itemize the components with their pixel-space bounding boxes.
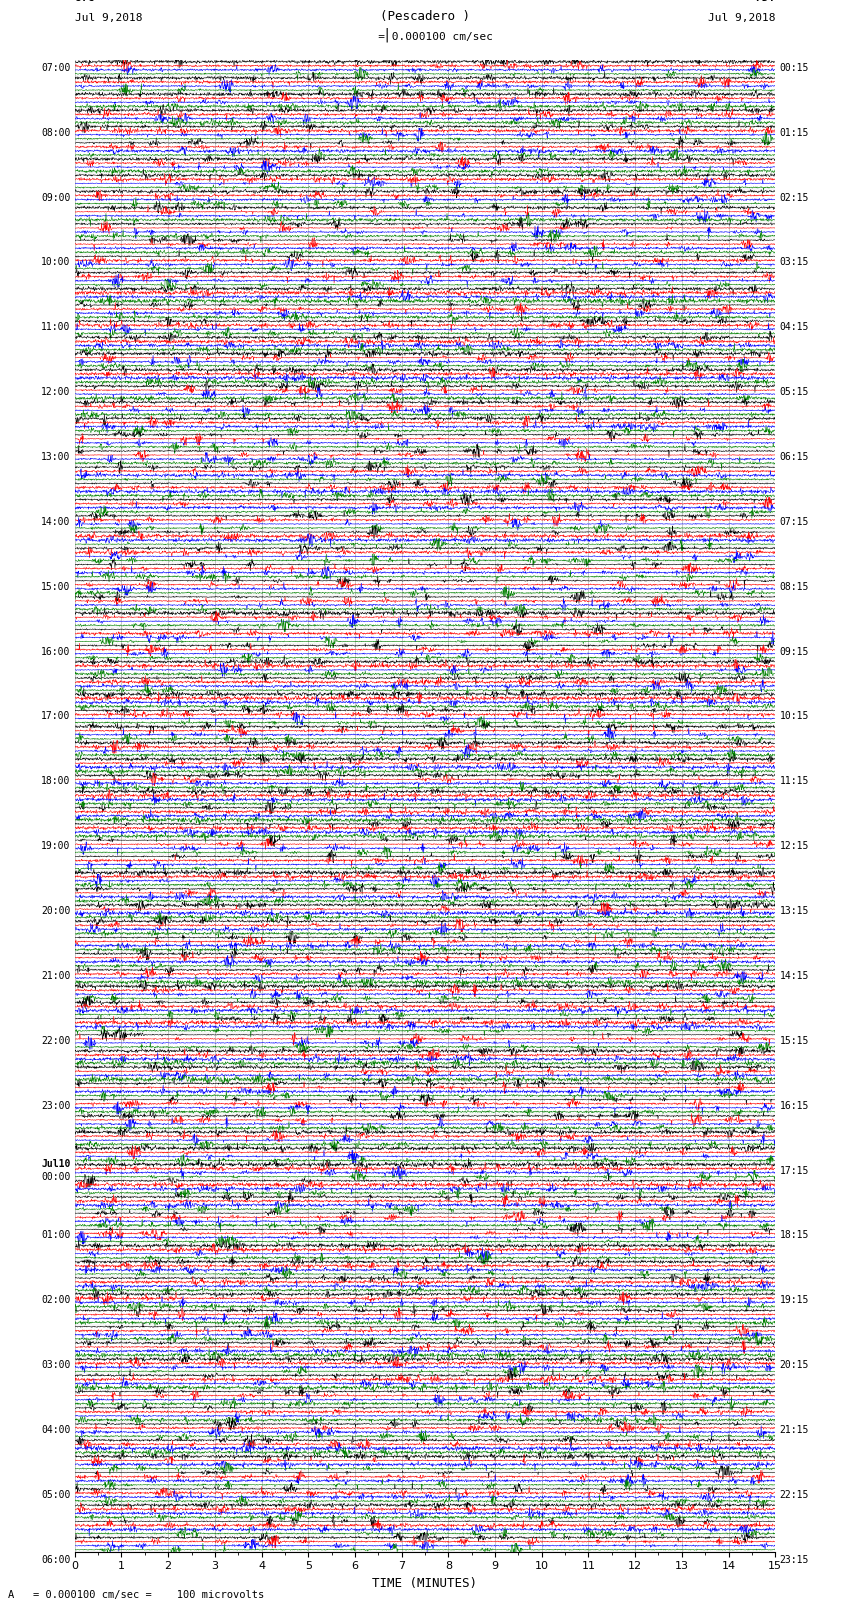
Text: 20:00: 20:00: [41, 907, 71, 916]
Text: 11:00: 11:00: [41, 323, 71, 332]
Text: 17:00: 17:00: [41, 711, 71, 721]
Text: 07:15: 07:15: [779, 516, 809, 527]
Text: 03:15: 03:15: [779, 258, 809, 268]
Text: 09:00: 09:00: [41, 192, 71, 203]
Text: Jul 9,2018: Jul 9,2018: [75, 13, 142, 23]
Text: 10:00: 10:00: [41, 258, 71, 268]
X-axis label: TIME (MINUTES): TIME (MINUTES): [372, 1578, 478, 1590]
Text: 05:00: 05:00: [41, 1490, 71, 1500]
Text: 17:15: 17:15: [779, 1166, 809, 1176]
Text: 14:15: 14:15: [779, 971, 809, 981]
Text: 23:15: 23:15: [779, 1555, 809, 1565]
Text: UTC: UTC: [75, 0, 95, 3]
Text: 16:15: 16:15: [779, 1100, 809, 1111]
Text: 13:00: 13:00: [41, 452, 71, 461]
Text: 12:15: 12:15: [779, 842, 809, 852]
Text: 06:00: 06:00: [41, 1555, 71, 1565]
Text: 01:00: 01:00: [41, 1231, 71, 1240]
Text: 10:15: 10:15: [779, 711, 809, 721]
Text: 18:00: 18:00: [41, 776, 71, 787]
Text: 22:15: 22:15: [779, 1490, 809, 1500]
Text: 03:00: 03:00: [41, 1360, 71, 1369]
Text: 00:00: 00:00: [41, 1173, 71, 1182]
Text: 09:15: 09:15: [779, 647, 809, 656]
Text: 06:15: 06:15: [779, 452, 809, 461]
Text: 19:15: 19:15: [779, 1295, 809, 1305]
Text: 07:00: 07:00: [41, 63, 71, 73]
Text: 19:00: 19:00: [41, 842, 71, 852]
Text: PDT: PDT: [755, 0, 775, 3]
Text: 15:00: 15:00: [41, 582, 71, 592]
Text: Jul 9,2018: Jul 9,2018: [708, 13, 775, 23]
Text: 23:00: 23:00: [41, 1100, 71, 1111]
Text: 08:15: 08:15: [779, 582, 809, 592]
Text: |: |: [382, 27, 391, 42]
Text: 12:00: 12:00: [41, 387, 71, 397]
Text: = 0.000100 cm/sec: = 0.000100 cm/sec: [358, 32, 492, 42]
Text: 15:15: 15:15: [779, 1036, 809, 1045]
Text: 13:15: 13:15: [779, 907, 809, 916]
Text: JPSB EHZ NC: JPSB EHZ NC: [383, 0, 467, 3]
Text: (Pescadero ): (Pescadero ): [380, 10, 470, 23]
Text: 05:15: 05:15: [779, 387, 809, 397]
Text: 08:00: 08:00: [41, 127, 71, 137]
Text: 20:15: 20:15: [779, 1360, 809, 1369]
Text: 22:00: 22:00: [41, 1036, 71, 1045]
Text: 00:15: 00:15: [779, 63, 809, 73]
Text: A   = 0.000100 cm/sec =    100 microvolts: A = 0.000100 cm/sec = 100 microvolts: [8, 1590, 264, 1600]
Text: 02:15: 02:15: [779, 192, 809, 203]
Text: Jul10: Jul10: [41, 1160, 71, 1169]
Text: 02:00: 02:00: [41, 1295, 71, 1305]
Text: 04:00: 04:00: [41, 1424, 71, 1436]
Text: 04:15: 04:15: [779, 323, 809, 332]
Text: 21:15: 21:15: [779, 1424, 809, 1436]
Text: 01:15: 01:15: [779, 127, 809, 137]
Text: 21:00: 21:00: [41, 971, 71, 981]
Text: 18:15: 18:15: [779, 1231, 809, 1240]
Text: 16:00: 16:00: [41, 647, 71, 656]
Text: 14:00: 14:00: [41, 516, 71, 527]
Text: 11:15: 11:15: [779, 776, 809, 787]
